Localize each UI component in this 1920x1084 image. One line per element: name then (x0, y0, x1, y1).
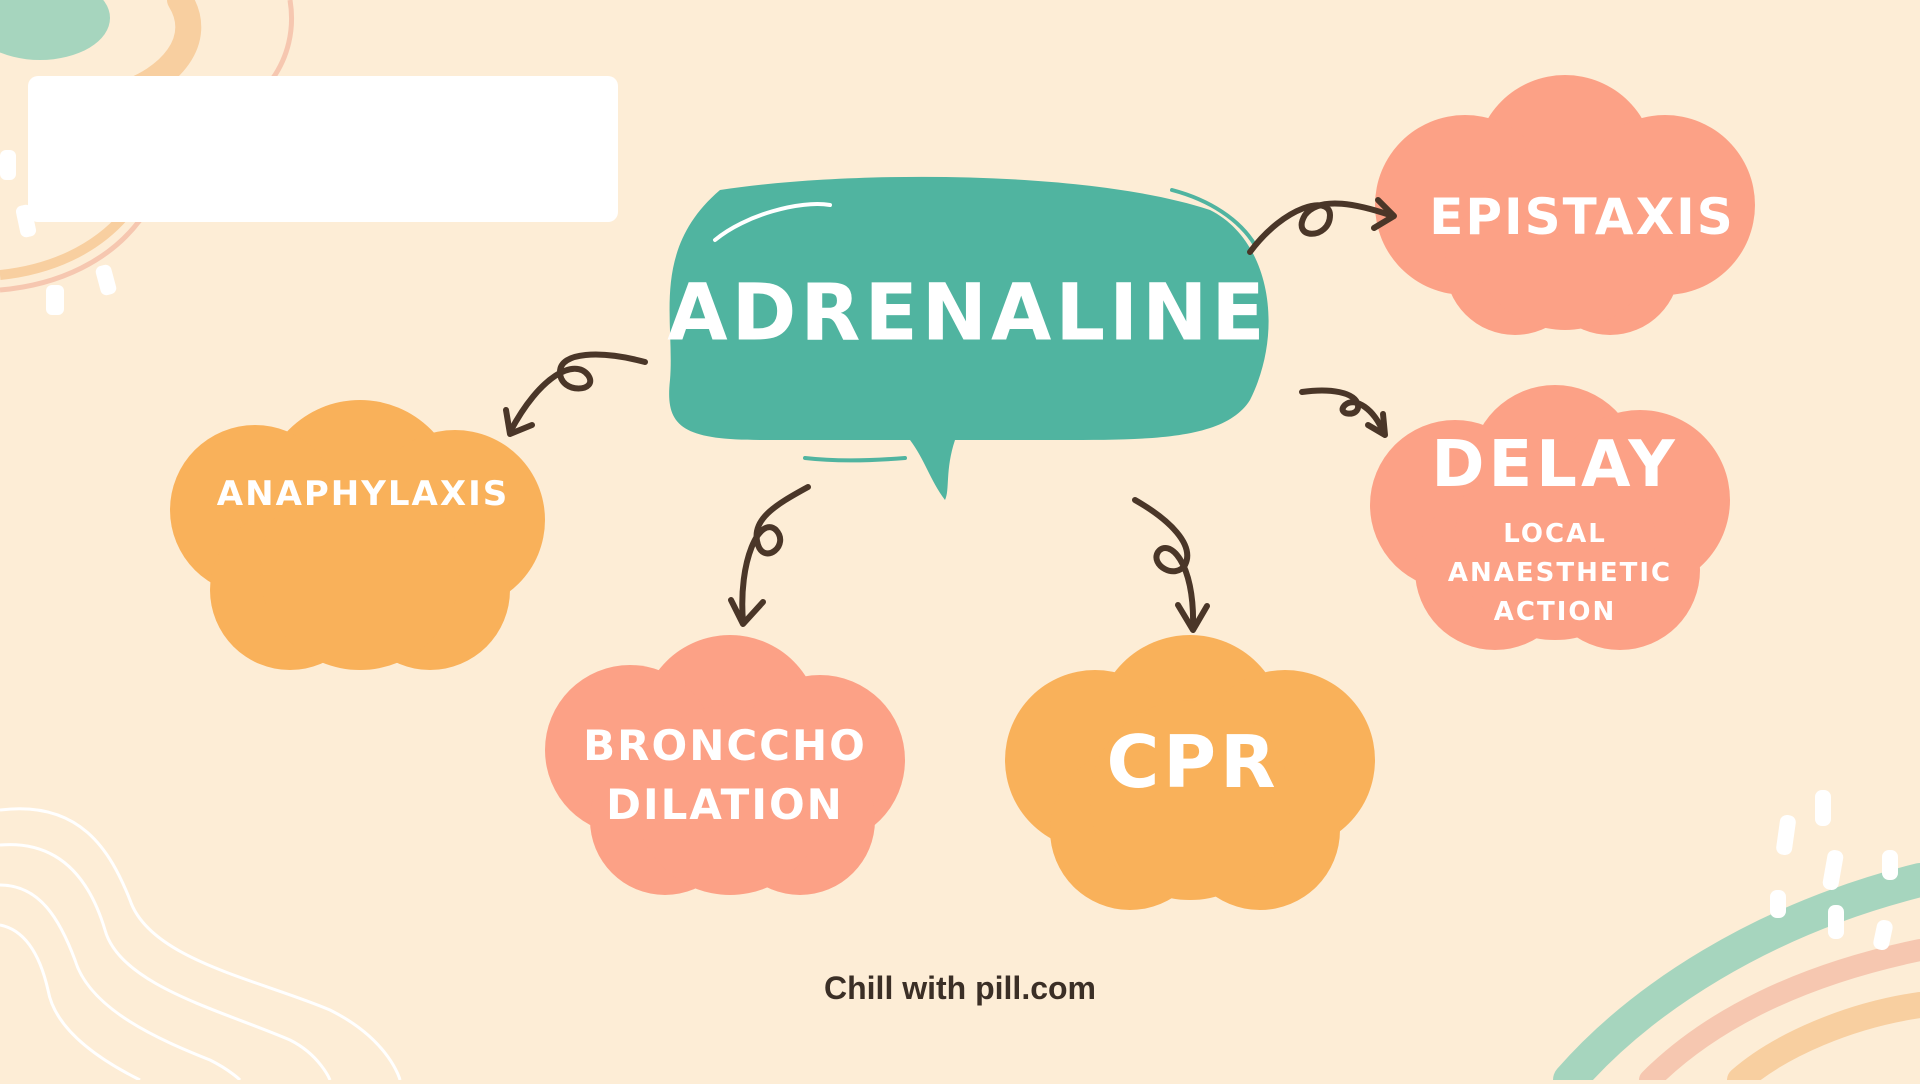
decoration-bottom-left (0, 807, 402, 1082)
cpr-label: CPR (1106, 720, 1280, 804)
cloud-epistaxis (1375, 75, 1755, 335)
blank-title-card (28, 76, 618, 222)
center-label: ADRENALINE (667, 268, 1269, 359)
bronchodilation-label-2: DILATION (606, 779, 844, 829)
epistaxis-label: EPISTAXIS (1429, 187, 1735, 246)
decoration-bottom-right (1553, 790, 1920, 1084)
delay-sub-label-1: LOCAL (1503, 518, 1607, 549)
arrow-to-cpr (1132, 497, 1210, 633)
adrenaline-bubble (669, 176, 1269, 500)
delay-sub-label-2: ANAESTHETIC (1447, 557, 1673, 588)
anaphylaxis-label: ANAPHYLAXIS (216, 473, 510, 514)
delay-sub-label-3: ACTION (1493, 596, 1617, 627)
cloud-delay (1370, 385, 1730, 650)
arrow-to-epistaxis (1247, 197, 1397, 255)
footer-text: Chill with pill.com (824, 970, 1096, 1006)
cloud-anaphylaxis (170, 400, 545, 670)
arrow-to-anaphylaxis (503, 351, 648, 437)
cloud-bronchodilation (545, 635, 905, 895)
arrow-to-bronchodilation (728, 484, 811, 627)
bronchodilation-label-1: BRONCCHO (583, 720, 867, 770)
arrow-to-delay (1299, 387, 1388, 438)
delay-label: DELAY (1431, 428, 1679, 502)
cloud-cpr (1005, 635, 1375, 910)
